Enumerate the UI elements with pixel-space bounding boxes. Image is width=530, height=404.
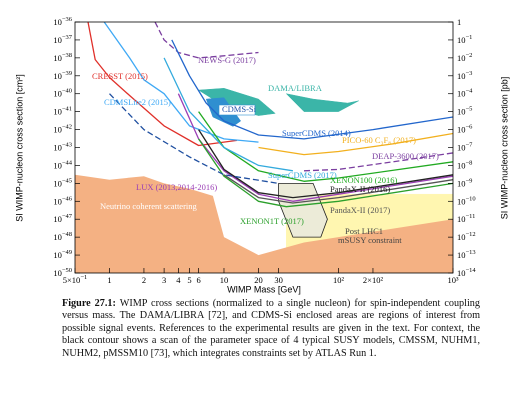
y-tick-label: 10−40	[53, 88, 72, 98]
series-line	[154, 22, 259, 59]
y-tick-label: 10−38	[53, 52, 72, 62]
y2-tick-label: 10−12	[457, 232, 476, 242]
series-label: CRESST (2015)	[92, 71, 148, 81]
y-tick-label: 10−44	[53, 160, 72, 170]
y2-tick-label: 1	[457, 17, 461, 27]
plot-area	[75, 22, 453, 273]
series-line	[223, 174, 453, 204]
series-line	[171, 39, 453, 140]
y-tick-label: 10−41	[53, 106, 72, 116]
y2-tick-label: 10−9	[457, 178, 472, 188]
y-tick-label: 10−43	[53, 142, 72, 152]
series-label: SuperCDMS (2014)	[282, 128, 351, 138]
series-line	[87, 22, 238, 147]
y-tick-label: 10−49	[53, 250, 72, 260]
x-tick-label: 6	[196, 275, 200, 285]
caption-label: Figure 27.1:	[62, 298, 116, 309]
x-tick-label: 5×10−1	[63, 274, 87, 284]
y-tick-label: 10−37	[53, 34, 72, 44]
y2-tick-label: 10−14	[457, 267, 476, 277]
region	[75, 174, 453, 273]
y2-tick-label: 10−7	[457, 142, 473, 152]
caption-text: WIMP cross sections (normalized to a sin…	[62, 298, 480, 359]
y2-tick-label: 10−6	[457, 124, 473, 134]
series-label: CDMSLite2 (2015)	[104, 97, 171, 107]
series-line	[198, 111, 453, 182]
series-line	[198, 138, 453, 208]
series-label: PandaX-II (2017)	[330, 205, 390, 215]
y2-tick-label: 10−5	[457, 106, 472, 116]
y-tick-label: 10−39	[53, 70, 72, 80]
x-tick-label: 10³	[447, 275, 459, 285]
x-tick-label: 20	[254, 275, 263, 285]
x-tick-label: 4	[176, 275, 181, 285]
y-tick-label: 10−36	[53, 16, 72, 26]
y-tick-label: 10−50	[53, 267, 72, 277]
y2-tick-label: 10−3	[457, 70, 472, 80]
series-line	[303, 152, 453, 172]
series-label: XENON1T (2017)	[240, 216, 304, 226]
y-axis-label: SI WIMP-nucleon cross section [cm²]	[14, 74, 24, 222]
y-tick-label: 10−42	[53, 124, 72, 134]
series-line	[198, 129, 453, 199]
x-tick-label: 10²	[333, 275, 345, 285]
caption: Figure 27.1: WIMP cross sections (normal…	[62, 298, 480, 360]
region-label: mSUSY constraint	[338, 235, 402, 245]
y2-axis-label: SI WIMP-nucleon cross section [pb]	[499, 77, 509, 220]
region-label: Neutrino coherent scattering	[100, 201, 198, 211]
x-tick-label: 1	[107, 275, 111, 285]
series-label: DEAP-3600 (2017)	[372, 151, 439, 161]
series-label: PandaX-II (2016)	[330, 184, 390, 194]
series-label: SuperCDMS (2017)	[268, 170, 337, 180]
chart: CRESST (2015) CDMSLite2 (2015) NEWS-G (201…	[14, 16, 509, 294]
series-label: XENON100 (2016)	[330, 175, 397, 185]
series-line	[163, 57, 294, 172]
y2-tick-label: 10−11	[457, 214, 475, 224]
y2-tick-label: 10−1	[457, 34, 472, 44]
region-label: CDMS-Si	[222, 104, 257, 114]
y2-tick-label: 10−10	[457, 196, 476, 206]
series-label: NEWS-G (2017)	[198, 55, 256, 65]
x-tick-label: 30	[274, 275, 283, 285]
series-line	[109, 93, 279, 185]
x-tick-label: 10	[220, 275, 229, 285]
y-tick-label: 10−46	[53, 196, 72, 206]
x-tick-label: 2×10²	[363, 275, 384, 285]
region	[286, 93, 359, 112]
y2-tick-label: 10−4	[457, 88, 473, 98]
series-line	[258, 132, 453, 156]
label-box	[218, 104, 256, 116]
region-label: Post LHC1	[345, 226, 383, 236]
y2-tick-label: 10−13	[457, 250, 476, 260]
series-label: PICO-60 C₃F₈ (2017)	[342, 135, 416, 145]
region	[278, 183, 328, 238]
y-tick-label: 10−45	[53, 178, 72, 188]
overlay: CRESST (2015) CDMSLite2 (2015) NEWS-G (201…	[53, 16, 476, 284]
x-tick-label: 5	[187, 275, 191, 285]
x-tick-label: 3	[162, 275, 166, 285]
y2-tick-label: 10−2	[457, 52, 472, 62]
x-tick-label: 2	[142, 275, 146, 285]
series-label: LUX (2013,2014-2016)	[136, 182, 217, 192]
series-line	[103, 22, 259, 143]
region-label: DAMA/LIBRA	[268, 83, 323, 93]
y-tick-label: 10−47	[53, 214, 72, 224]
y-tick-label: 10−48	[53, 232, 72, 242]
x-axis-label: WIMP Mass [GeV]	[227, 284, 301, 294]
y2-tick-label: 10−8	[457, 160, 472, 170]
